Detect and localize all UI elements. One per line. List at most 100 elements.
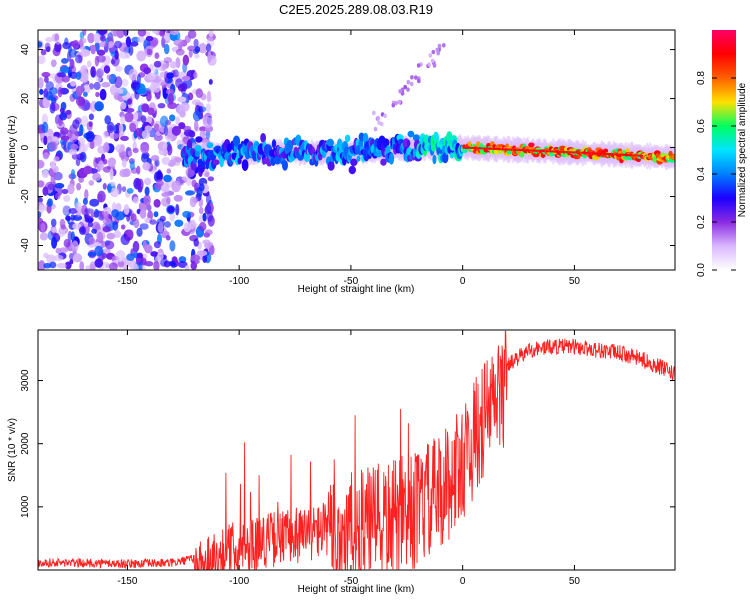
noise-cell <box>181 175 188 181</box>
band-peak-cell <box>571 151 573 154</box>
noise-cell <box>147 107 155 116</box>
band-peak-cell <box>492 147 495 150</box>
noise-cell <box>132 240 140 253</box>
noise-cell <box>85 265 91 270</box>
y-tick-label: 40 <box>20 44 31 56</box>
noise-cell <box>83 143 89 152</box>
noise-cell <box>97 145 107 154</box>
noise-cell <box>84 208 94 214</box>
band-cell <box>286 140 294 152</box>
noise-cell <box>75 96 86 107</box>
noise-cell <box>166 72 174 79</box>
noise-cell <box>102 183 107 190</box>
noise-cell <box>98 160 104 171</box>
x-tick-label: 0 <box>460 576 466 587</box>
noise-cell <box>175 48 185 56</box>
noise-cell <box>38 55 46 65</box>
noise-cell <box>198 250 208 256</box>
noise-cell <box>189 196 197 208</box>
noise-cell <box>46 204 52 214</box>
noise-cell <box>158 148 168 156</box>
streak-cell <box>391 103 396 108</box>
noise-cell <box>44 42 51 52</box>
band-peak-cell <box>637 154 639 157</box>
noise-cell <box>94 258 104 268</box>
noise-cell <box>50 59 57 68</box>
noise-cell <box>137 30 147 37</box>
band-peak-cell <box>567 151 570 154</box>
noise-cell <box>204 229 213 236</box>
noise-cell <box>102 226 111 233</box>
noise-cell <box>63 195 71 202</box>
band-peak-cell <box>596 152 599 155</box>
noise-cell <box>120 224 126 230</box>
noise-cell <box>154 183 162 190</box>
noise-cell <box>84 213 90 220</box>
noise-cell <box>198 43 208 54</box>
band-peak-cell <box>572 151 574 154</box>
noise-cell <box>183 125 192 132</box>
band-peak-cell <box>509 148 512 151</box>
band-peak-cell <box>558 150 561 153</box>
band-cell <box>344 134 351 143</box>
noise-cell <box>169 240 176 252</box>
noise-cell <box>80 38 87 44</box>
band-peak-cell <box>639 154 641 157</box>
band-peak-cell <box>519 149 522 151</box>
band-cell <box>237 157 242 165</box>
colorbar-gradient <box>712 30 736 270</box>
noise-cell <box>132 196 139 204</box>
noise-cell <box>89 198 100 207</box>
band-peak-cell <box>625 154 628 156</box>
colorbar-tick-label: 0.8 <box>696 71 707 85</box>
noise-cell <box>102 217 112 225</box>
band-peak-cell <box>583 151 585 154</box>
band-peak-cell <box>590 152 592 155</box>
noise-cell <box>42 186 49 196</box>
noise-cell <box>130 213 137 222</box>
noise-cell <box>107 157 117 167</box>
noise-cell <box>101 81 111 88</box>
noise-cell <box>161 156 171 165</box>
band-peak-cell <box>599 152 601 155</box>
band-peak-cell <box>489 147 492 150</box>
noise-cell <box>150 251 159 257</box>
noise-cell <box>39 88 44 95</box>
band-peak-cell <box>491 147 494 150</box>
noise-cell <box>131 80 141 91</box>
streak-cell <box>394 101 398 106</box>
band-peak-cell <box>506 148 508 151</box>
noise-cell <box>97 190 106 203</box>
streak-cell <box>417 78 421 84</box>
band-peak-cell <box>553 150 555 153</box>
noise-cell <box>45 128 54 141</box>
noise-cell <box>120 102 127 110</box>
noise-cell <box>57 87 63 98</box>
y-tick-label: 1000 <box>20 495 31 518</box>
streak-cell <box>403 84 408 90</box>
noise-cell <box>41 113 49 125</box>
spectrogram-panel: -150 -100 -50 0 50 -40 -20 0 20 40 Height of str… <box>7 29 676 295</box>
noise-cell <box>61 188 69 195</box>
streak-cell <box>379 121 384 127</box>
noise-cell <box>90 66 96 78</box>
noise-cell <box>68 208 78 214</box>
noise-cell <box>127 150 133 157</box>
band-peak-cell <box>467 146 469 149</box>
noise-cell <box>128 68 138 81</box>
band-peak-cell <box>568 151 571 154</box>
band-peak-cell <box>466 146 468 149</box>
band-peak-cell <box>540 150 543 152</box>
noise-cell <box>103 211 109 219</box>
band-peak-cell <box>631 154 633 157</box>
noise-cell <box>75 71 82 80</box>
noise-cell <box>132 147 139 154</box>
streak-cell <box>436 51 441 56</box>
noise-cell <box>49 102 56 114</box>
noise-cell <box>129 160 135 171</box>
x-tick-label: 50 <box>569 576 581 587</box>
band-peak-cell <box>518 149 521 151</box>
band-cell <box>282 160 288 171</box>
streak-cell <box>416 63 421 68</box>
